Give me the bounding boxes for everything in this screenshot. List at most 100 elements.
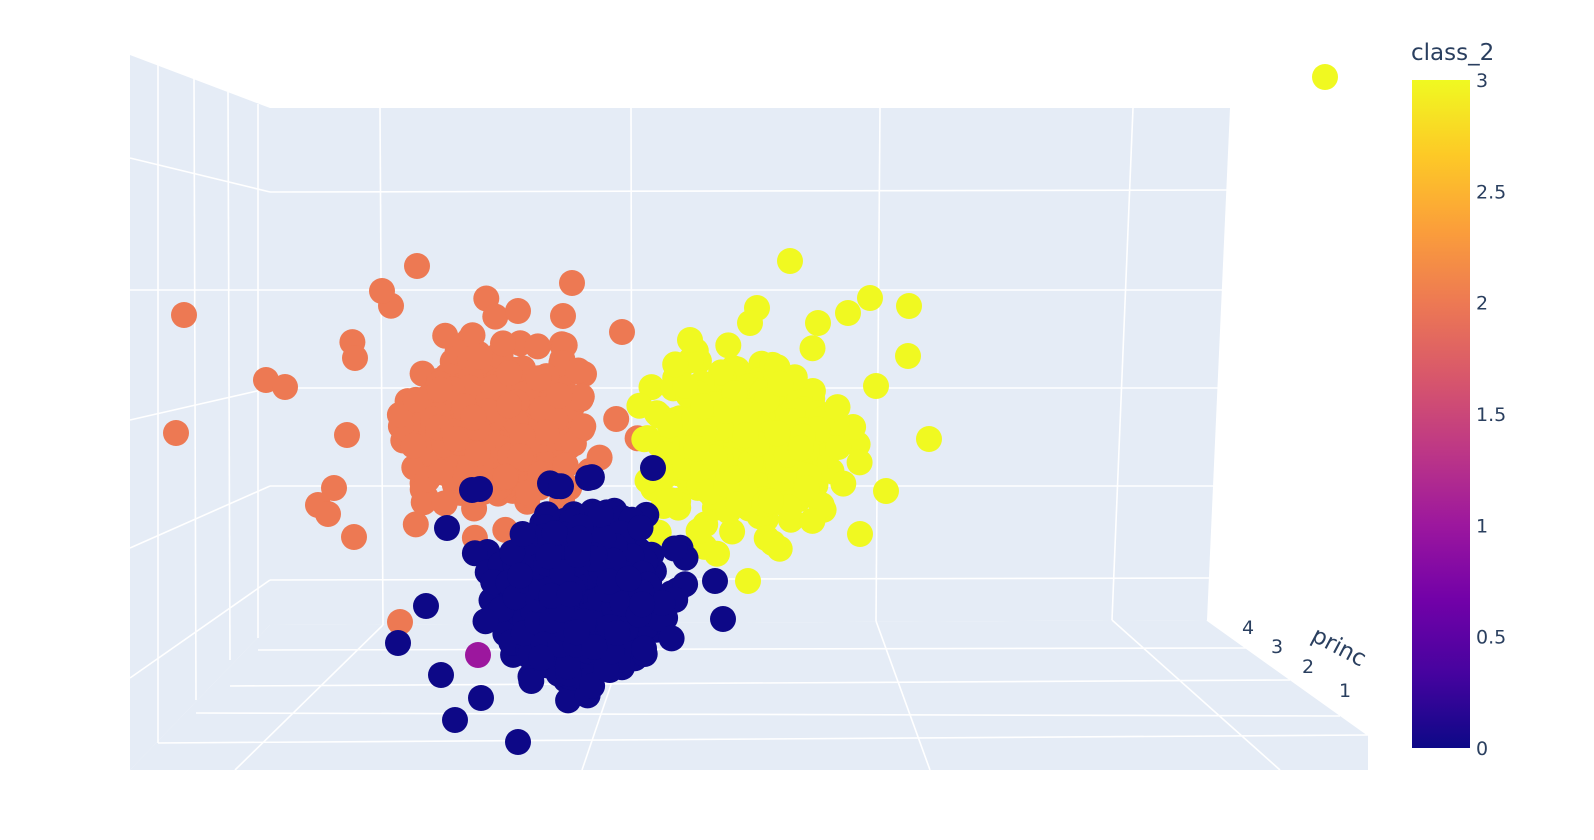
scatter-point-class-3[interactable] (759, 530, 786, 557)
scatter-point-class-2[interactable] (496, 392, 522, 419)
scatter-point-class-3[interactable] (732, 400, 759, 427)
scatter-point-class-0[interactable] (434, 515, 460, 541)
scatter-point-class-0[interactable] (563, 619, 590, 646)
scatter-point-class-2[interactable] (466, 343, 493, 370)
scatter-point-class-0[interactable] (442, 707, 468, 733)
scatter-point-class-2[interactable] (550, 303, 576, 329)
scatter-point-class-3[interactable] (708, 359, 735, 386)
scatter-point-class-3[interactable] (735, 568, 761, 594)
scatter-point-class-3[interactable] (847, 521, 873, 547)
scatter-point-class-2[interactable] (565, 357, 592, 384)
scatter-point-class-0[interactable] (702, 568, 728, 594)
scatter-point-class-3[interactable] (656, 487, 683, 513)
scatter-point-class-2[interactable] (509, 423, 536, 450)
scatter-point-class-2[interactable] (427, 459, 454, 486)
scatter-point-class-0[interactable] (575, 465, 601, 491)
scatter-point-class-0[interactable] (541, 520, 568, 547)
scatter-point-class-2[interactable] (464, 440, 491, 467)
scatter-point-class-3[interactable] (683, 435, 710, 462)
scatter-point-class-2[interactable] (559, 270, 585, 296)
scatter-point-class-3[interactable] (713, 397, 739, 424)
scatter-point-class-3[interactable] (777, 248, 803, 274)
scatter-point-class-3[interactable] (685, 518, 712, 544)
scatter-point-class-3[interactable] (704, 540, 730, 567)
scatter-point-class-2[interactable] (459, 322, 486, 349)
scatter-point-class-3[interactable] (677, 327, 703, 353)
scatter-point-class-0[interactable] (658, 625, 685, 652)
scatter-point-class-2[interactable] (369, 278, 395, 304)
scatter-point-class-3[interactable] (690, 393, 717, 420)
scatter-point-class-2[interactable] (533, 419, 560, 446)
scatter-point-class-0[interactable] (661, 535, 688, 562)
scatter-point-class-3[interactable] (788, 434, 814, 461)
scatter-point-class-3[interactable] (656, 412, 683, 439)
scatter-point-class-2[interactable] (171, 302, 197, 328)
scatter-point-class-3[interactable] (825, 434, 852, 460)
scatter-point-class-0[interactable] (556, 581, 583, 608)
scatter-point-class-2[interactable] (524, 333, 551, 360)
scatter-point-class-2[interactable] (431, 490, 458, 517)
scatter-point-class-0[interactable] (604, 620, 631, 646)
scatter-point-class-0[interactable] (461, 540, 488, 567)
scatter-point-class-2[interactable] (402, 511, 429, 538)
scatter-point-class-3[interactable] (846, 449, 873, 476)
scatter-point-class-3[interactable] (799, 335, 826, 362)
scatter-point-class-0[interactable] (467, 476, 493, 502)
scatter-point-class-3[interactable] (764, 420, 791, 447)
scatter-point-class-0[interactable] (555, 687, 582, 714)
scatter-point-class-0[interactable] (548, 473, 574, 500)
scatter-point-class-2[interactable] (387, 609, 413, 635)
scatter-point-class-0[interactable] (640, 455, 666, 481)
scatter-point-class-2[interactable] (315, 501, 341, 527)
scatter-point-class-3[interactable] (916, 426, 942, 452)
scatter-point-class-3[interactable] (767, 370, 794, 397)
scatter-point-class-0[interactable] (509, 521, 536, 547)
scatter-point-class-2[interactable] (490, 330, 516, 357)
scatter-point-class-2[interactable] (570, 413, 597, 440)
scatter-point-class-2[interactable] (507, 443, 534, 470)
scatter-point-class-0[interactable] (579, 672, 606, 699)
scatter-point-class-3[interactable] (672, 372, 699, 399)
scatter-point-class-3[interactable] (662, 351, 689, 378)
scatter-point-class-3[interactable] (835, 300, 861, 326)
scatter-point-class-2[interactable] (603, 406, 630, 432)
scatter-point-class-2[interactable] (609, 319, 635, 345)
data-points[interactable] (163, 248, 942, 755)
scatter-point-class-2[interactable] (460, 404, 487, 431)
scatter-point-class-0[interactable] (385, 630, 411, 656)
scatter-point-class-3[interactable] (626, 392, 653, 419)
scatter-point-class-2[interactable] (426, 376, 453, 403)
scatter-point-class-2[interactable] (482, 303, 509, 330)
scatter-point-class-3[interactable] (634, 425, 661, 452)
scatter-point-class-0[interactable] (472, 608, 499, 635)
scatter-point-class-2[interactable] (342, 345, 368, 371)
scatter-point-class-2[interactable] (404, 253, 430, 279)
scatter-point-class-0[interactable] (566, 525, 593, 552)
scatter-point-class-3[interactable] (715, 332, 742, 359)
scatter-point-class-0[interactable] (428, 662, 454, 688)
legend-marker[interactable] (1312, 64, 1338, 90)
scatter-point-class-2[interactable] (163, 420, 189, 446)
scatter-point-class-3[interactable] (873, 478, 899, 504)
scatter-point-class-0[interactable] (554, 653, 581, 680)
scatter-point-class-2[interactable] (568, 383, 595, 410)
scatter-point-class-0[interactable] (631, 635, 657, 662)
scatter-point-class-3[interactable] (895, 343, 921, 369)
scatter-point-class-2[interactable] (321, 475, 347, 501)
scatter-point-class-0[interactable] (710, 606, 736, 632)
scatter-point-class-2[interactable] (586, 444, 613, 471)
scatter-point-class-2[interactable] (341, 524, 367, 550)
scatter-point-class-2[interactable] (492, 463, 519, 490)
scatter-point-class-0[interactable] (596, 568, 623, 595)
scatter-point-class-3[interactable] (857, 285, 883, 311)
scatter-point-class-3[interactable] (732, 422, 759, 449)
scatter-point-class-0[interactable] (468, 685, 494, 711)
scatter-point-class-3[interactable] (830, 470, 857, 497)
scatter-point-class-0[interactable] (627, 514, 654, 541)
scatter-point-class-3[interactable] (719, 518, 746, 545)
scatter-point-class-2[interactable] (546, 382, 573, 409)
scatter-point-class-2[interactable] (552, 452, 579, 479)
scatter-point-class-2[interactable] (402, 386, 429, 413)
